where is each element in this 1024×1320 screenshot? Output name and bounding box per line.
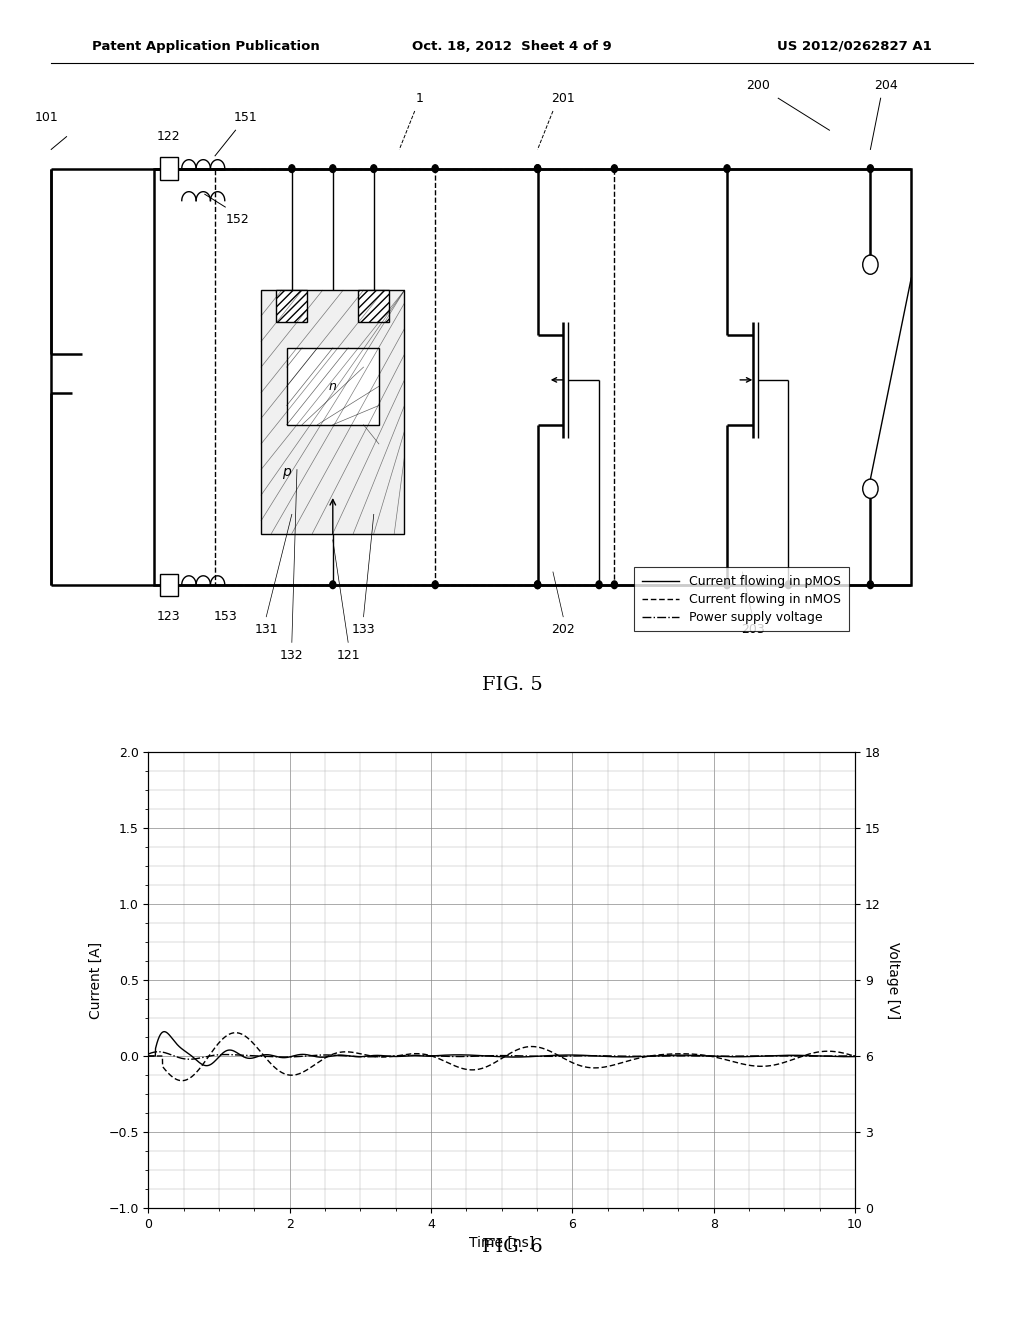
- Text: Oct. 18, 2012  Sheet 4 of 9: Oct. 18, 2012 Sheet 4 of 9: [412, 40, 612, 53]
- Power supply voltage: [265, 1048, 278, 1064]
- Circle shape: [611, 581, 617, 589]
- Current flowing in pMOS: [849, 1048, 861, 1064]
- Circle shape: [432, 165, 438, 173]
- Circle shape: [371, 165, 377, 173]
- Text: Patent Application Publication: Patent Application Publication: [92, 40, 319, 53]
- Bar: [160, 574, 178, 595]
- Current flowing in nMOS: [142, 1048, 155, 1064]
- X-axis label: Time [ns]: Time [ns]: [469, 1236, 535, 1250]
- Current flowing in nMOS: [176, 1073, 188, 1089]
- Text: FIG. 6: FIG. 6: [481, 1238, 543, 1257]
- Current flowing in nMOS: [223, 1026, 236, 1041]
- Text: 153: 153: [213, 610, 238, 623]
- Line: Current flowing in nMOS: Current flowing in nMOS: [148, 1032, 855, 1081]
- Power supply voltage: [223, 1047, 236, 1063]
- Legend: Current flowing in pMOS, Current flowing in nMOS, Power supply voltage: Current flowing in pMOS, Current flowing…: [634, 568, 849, 631]
- Circle shape: [535, 165, 541, 173]
- Text: 132: 132: [280, 648, 304, 661]
- Circle shape: [867, 581, 873, 589]
- Text: 1: 1: [416, 91, 424, 104]
- Current flowing in pMOS: [223, 1041, 236, 1057]
- Text: 101: 101: [34, 111, 58, 124]
- Text: 202: 202: [551, 623, 575, 636]
- Current flowing in nMOS: [229, 1024, 242, 1040]
- Circle shape: [535, 581, 541, 589]
- Circle shape: [867, 165, 873, 173]
- Current flowing in nMOS: [444, 1056, 457, 1072]
- Power supply voltage: [414, 1048, 426, 1064]
- Circle shape: [724, 165, 730, 173]
- Current flowing in pMOS: [444, 1047, 457, 1063]
- Current flowing in pMOS: [414, 1048, 426, 1064]
- Circle shape: [535, 165, 541, 173]
- Circle shape: [432, 581, 438, 589]
- Current flowing in nMOS: [836, 1044, 848, 1060]
- Power supply voltage: [444, 1048, 457, 1064]
- Current flowing in pMOS: [265, 1047, 278, 1063]
- Line: Current flowing in pMOS: Current flowing in pMOS: [148, 1032, 855, 1065]
- Bar: [276, 290, 307, 322]
- Text: 152: 152: [225, 214, 249, 226]
- Text: 133: 133: [351, 623, 376, 636]
- Bar: [160, 157, 178, 180]
- Current flowing in pMOS: [158, 1024, 170, 1040]
- Current flowing in nMOS: [265, 1056, 278, 1072]
- Current flowing in nMOS: [760, 1059, 772, 1074]
- Text: 204: 204: [873, 79, 898, 92]
- Current flowing in pMOS: [760, 1048, 772, 1064]
- Text: 203: 203: [740, 623, 765, 636]
- Text: 123: 123: [157, 610, 181, 623]
- Power supply voltage: [142, 1045, 155, 1061]
- Circle shape: [724, 581, 730, 589]
- Bar: [261, 290, 404, 533]
- Line: Power supply voltage: Power supply voltage: [148, 1052, 855, 1059]
- Y-axis label: Voltage [V]: Voltage [V]: [886, 941, 900, 1019]
- Bar: [358, 290, 389, 322]
- Circle shape: [289, 165, 295, 173]
- Circle shape: [785, 581, 792, 589]
- Power supply voltage: [836, 1048, 848, 1064]
- Text: 122: 122: [157, 131, 181, 143]
- Current flowing in pMOS: [201, 1057, 213, 1073]
- Current flowing in nMOS: [849, 1048, 861, 1064]
- Power supply voltage: [153, 1044, 165, 1060]
- Current flowing in nMOS: [414, 1045, 426, 1061]
- Bar: [154, 169, 911, 585]
- Text: 121: 121: [336, 648, 360, 661]
- Power supply voltage: [849, 1048, 861, 1064]
- Text: FIG. 5: FIG. 5: [481, 676, 543, 693]
- Text: US 2012/0262827 A1: US 2012/0262827 A1: [777, 40, 932, 53]
- Circle shape: [596, 581, 602, 589]
- Y-axis label: Current [A]: Current [A]: [89, 941, 102, 1019]
- Text: p: p: [282, 465, 291, 479]
- Circle shape: [611, 165, 617, 173]
- Circle shape: [330, 165, 336, 173]
- Circle shape: [535, 581, 541, 589]
- Current flowing in pMOS: [836, 1048, 848, 1064]
- Power supply voltage: [183, 1051, 196, 1067]
- Text: 200: 200: [745, 79, 770, 92]
- Circle shape: [330, 581, 336, 589]
- Power supply voltage: [760, 1048, 772, 1064]
- Text: 151: 151: [233, 111, 258, 124]
- Text: 131: 131: [254, 623, 279, 636]
- Bar: [215, 169, 614, 585]
- Current flowing in pMOS: [142, 1048, 155, 1064]
- Text: n: n: [329, 380, 337, 393]
- Text: 201: 201: [551, 91, 575, 104]
- Bar: [287, 348, 379, 425]
